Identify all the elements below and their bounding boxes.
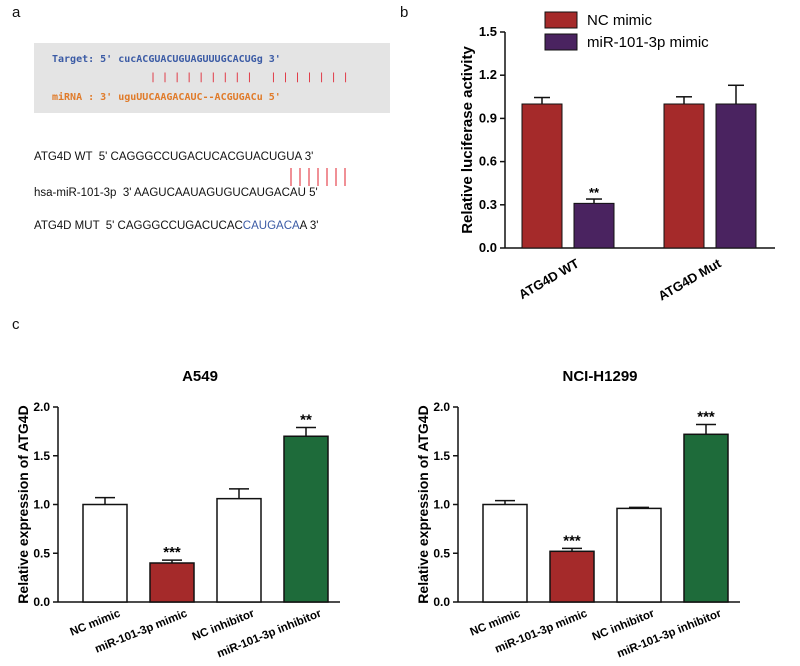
- bar-mir-101-3p-mimic: [715, 103, 757, 249]
- wt-binding-site: GUACUGUA: [235, 151, 302, 163]
- legend-swatch: [544, 11, 578, 29]
- y-tick-label: 2.0: [433, 400, 450, 414]
- atg4d-wt-sequence: ATG4D WT 5' CAGGGCCUGACUCACGUACUGUA 3': [34, 151, 313, 163]
- bar: [683, 433, 729, 603]
- bar-nc-mimic: [663, 103, 705, 249]
- mirna-sequence: miRNA : 3' uguUUCAAGACAUC--ACGUGACu 5': [52, 92, 281, 103]
- y-tick-label: 0.6: [479, 154, 497, 169]
- significance-label: ***: [163, 544, 181, 561]
- bar: [216, 497, 262, 603]
- bar-nc-mimic: [521, 103, 563, 249]
- pairing-lines: | | | | | | | | | | | | | | | |: [150, 72, 349, 83]
- y-tick-label: 1.0: [433, 498, 450, 512]
- y-tick-label: 1.5: [33, 449, 50, 463]
- bar: [82, 503, 128, 603]
- mut-prefix: ATG4D MUT 5' CAGGGCCUGACUCAC: [34, 220, 243, 232]
- y-tick-label: 0.0: [479, 240, 497, 255]
- y-tick-label: 0.9: [479, 110, 497, 125]
- panel-c-letter: c: [12, 316, 20, 333]
- atg4d-mut-sequence: ATG4D MUT 5' CAGGGCCUGACUCACCAUGACAA 3': [34, 220, 319, 232]
- x-tick-label: NC mimic: [68, 607, 122, 638]
- mut-site: CAUGACA: [242, 220, 300, 232]
- y-tick-label: 0.5: [433, 546, 450, 560]
- panel-b-letter: b: [400, 4, 409, 21]
- y-tick-label: 1.2: [479, 67, 497, 82]
- y-tick-label: 1.0: [33, 498, 50, 512]
- chart-title: A549: [182, 368, 218, 385]
- x-tick-label: ATG4D WT: [516, 256, 582, 302]
- legend-label: miR-101-3p mimic: [587, 34, 709, 51]
- significance-label: ***: [563, 532, 581, 549]
- y-tick-label: 1.5: [433, 449, 450, 463]
- y-tick-label: 0.5: [33, 546, 50, 560]
- y-tick-label: 0.0: [33, 595, 50, 609]
- wt-pairing-lines: [290, 168, 346, 186]
- panel-a-letter: a: [12, 4, 21, 21]
- y-axis-title: Relative expression of ATG4D: [15, 405, 31, 603]
- y-axis-title: Relative expression of ATG4D: [415, 405, 431, 603]
- significance-label: ***: [697, 409, 715, 426]
- mir-101-3p-sequence: hsa-miR-101-3p 3' AAGUCAAUAGUGUCAUGACAU …: [34, 187, 318, 199]
- y-tick-label: 0.0: [433, 595, 450, 609]
- mut-suffix: A 3': [299, 220, 319, 232]
- x-tick-label: ATG4D Mut: [656, 255, 725, 303]
- bar: [283, 435, 329, 603]
- chart-title: NCI-H1299: [562, 368, 637, 385]
- bar: [549, 550, 595, 603]
- sequence-alignment-box: [34, 43, 390, 113]
- legend-swatch: [544, 33, 578, 51]
- x-tick-label: NC mimic: [468, 607, 522, 638]
- target-sequence: Target: 5' cucACGUACUGUAGUUUGCACUGg 3': [52, 54, 281, 65]
- significance-label: **: [589, 185, 600, 200]
- y-tick-label: 2.0: [33, 400, 50, 414]
- bar: [482, 503, 528, 603]
- significance-label: **: [300, 411, 312, 428]
- bar: [149, 562, 195, 603]
- y-tick-label: 0.3: [479, 197, 497, 212]
- wt-suffix: 3': [301, 151, 314, 163]
- wt-prefix: ATG4D WT 5' CAGGGCCUGACUCAC: [34, 151, 236, 163]
- y-tick-label: 1.5: [479, 24, 497, 39]
- y-axis-title: Relative luciferase activity: [459, 46, 476, 234]
- bar: [616, 507, 662, 603]
- legend-label: NC mimic: [587, 12, 652, 29]
- bar-mir-101-3p-mimic: [573, 202, 615, 249]
